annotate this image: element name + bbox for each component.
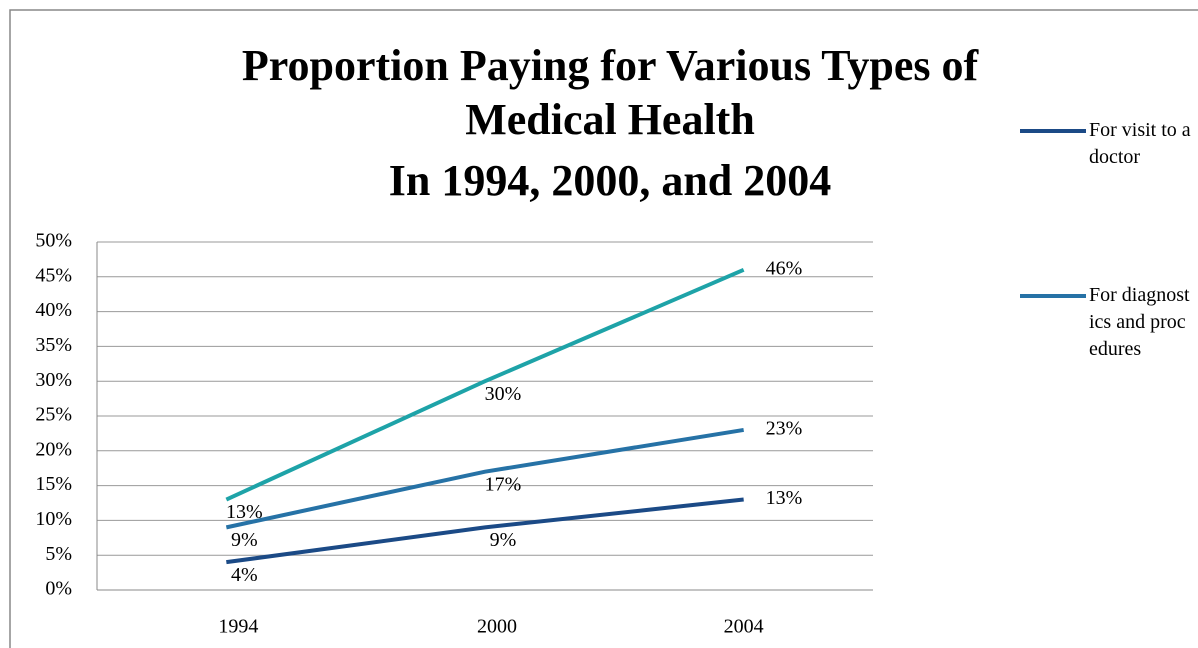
y-tick-label: 30% bbox=[35, 369, 72, 391]
y-tick-label: 40% bbox=[35, 299, 72, 321]
y-tick-label: 35% bbox=[35, 334, 72, 356]
chart-title: Proportion Paying for Various Types of Me… bbox=[242, 41, 980, 205]
y-tick-label: 45% bbox=[35, 264, 72, 286]
x-tick-label: 1994 bbox=[218, 616, 258, 638]
y-tick-label: 10% bbox=[35, 508, 72, 530]
data-label: 9% bbox=[490, 529, 517, 551]
data-label: 13% bbox=[766, 487, 803, 509]
data-label: 23% bbox=[766, 418, 803, 440]
y-tick-label: 50% bbox=[35, 230, 72, 252]
legend-label: For diagnostics and procedures bbox=[1089, 284, 1190, 360]
series-line bbox=[226, 497, 744, 565]
x-tick-label: 2004 bbox=[724, 616, 764, 638]
data-label: 9% bbox=[231, 529, 258, 551]
legend-label: For visit to a doctor bbox=[1089, 119, 1191, 168]
data-label: 46% bbox=[766, 257, 803, 279]
y-tick-label: 0% bbox=[45, 578, 72, 600]
series-line bbox=[225, 268, 745, 502]
data-label: 13% bbox=[226, 501, 263, 523]
y-tick-label: 15% bbox=[35, 473, 72, 495]
y-tick-label: 5% bbox=[45, 543, 72, 565]
series-line bbox=[225, 427, 744, 530]
chart-border bbox=[9, 9, 1198, 648]
data-label: 17% bbox=[485, 473, 522, 495]
data-label: 30% bbox=[485, 383, 522, 405]
y-tick-label: 25% bbox=[35, 404, 72, 426]
x-tick-label: 2000 bbox=[477, 616, 517, 638]
data-label: 4% bbox=[231, 564, 258, 586]
y-tick-label: 20% bbox=[35, 438, 72, 460]
